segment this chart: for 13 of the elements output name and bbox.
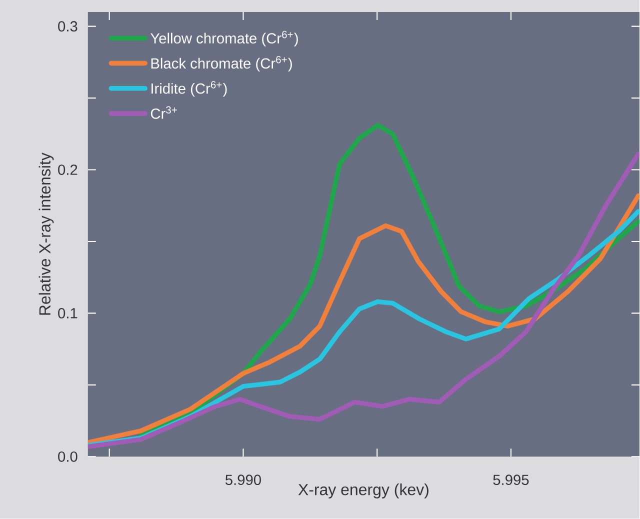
legend-label: Cr$^{3+}$ xyxy=(150,106,177,120)
y-axis-title: Relative X-ray intensity xyxy=(38,152,54,315)
y-tick-label: 0.2 xyxy=(58,164,78,176)
y-tick-label: 0.1 xyxy=(58,308,78,319)
y-tick-label: 0.0 xyxy=(58,452,78,462)
x-tick-label: 5.990 xyxy=(225,474,261,486)
legend-label: Black chromate (Cr$^{6+}$) xyxy=(151,56,292,72)
y-tick-label: 0.3 xyxy=(58,21,78,32)
legend-label: Yellow chromate (Cr$^{6+}$) xyxy=(150,31,298,47)
legend-label: Iridite (Cr$^{6+}$) xyxy=(152,81,227,97)
x-tick-label: 5.995 xyxy=(493,474,529,486)
line-series xyxy=(88,152,640,450)
x-axis-title: X-ray energy (kev) xyxy=(298,484,428,499)
